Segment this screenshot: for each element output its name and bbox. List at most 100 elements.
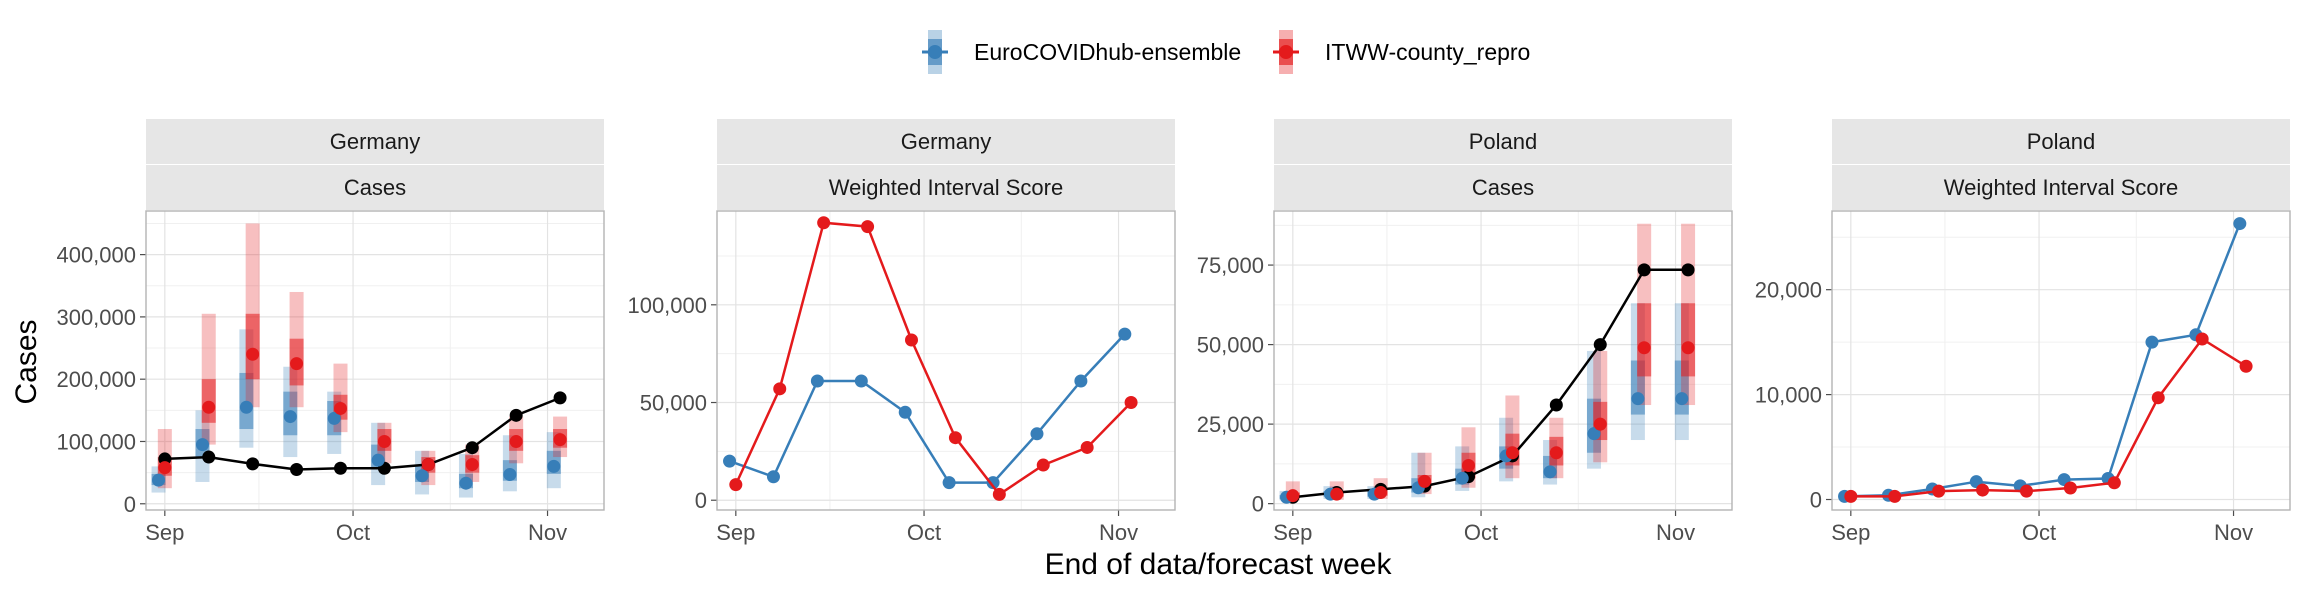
score-line <box>729 333 1126 484</box>
x-axis-label: End of data/forecast week <box>1045 548 1393 581</box>
y-tick-label: 10,000 <box>1755 383 1822 408</box>
observed-point <box>1549 398 1563 412</box>
forecast-median-point <box>553 433 567 447</box>
forecast-median-point <box>1593 417 1607 431</box>
interval-50 <box>1681 303 1696 377</box>
strip-background <box>1274 165 1732 210</box>
strip-background <box>146 165 604 210</box>
forecast-median-point <box>333 401 347 415</box>
x-tick-label: Nov <box>1099 520 1138 545</box>
x-tick-label: Sep <box>145 520 184 545</box>
forecast-median-point <box>1418 474 1432 488</box>
forecast-median-point <box>152 473 166 487</box>
forecast-median-point <box>377 434 391 448</box>
forecast-median-point <box>465 458 479 472</box>
x-tick-label: Oct <box>336 520 370 545</box>
y-tick-label: 0 <box>1252 492 1264 517</box>
forecast-median-point <box>1455 471 1469 485</box>
score-point <box>1030 427 1044 441</box>
observed-line <box>1292 268 1689 499</box>
panel-border <box>145 210 605 511</box>
forecast-median-point <box>158 461 172 475</box>
panel-border <box>1831 210 2291 511</box>
forecast-median-point <box>1587 427 1601 441</box>
y-tick-label: 50,000 <box>640 391 707 416</box>
legend-label: ITWW-county_repro <box>1325 39 1530 65</box>
score-point <box>904 333 918 347</box>
score-point <box>723 454 737 468</box>
y-tick-label: 0 <box>124 492 136 517</box>
score-point <box>817 216 831 230</box>
forecast-median-point <box>503 467 517 481</box>
y-tick-label: 50,000 <box>1197 333 1264 358</box>
legend-item: EuroCOVIDhub-ensemble <box>922 30 1241 74</box>
observed-point <box>333 461 347 475</box>
score-point <box>2151 391 2165 405</box>
x-tick-label: Sep <box>1273 520 1312 545</box>
score-point <box>766 470 780 484</box>
forecast-median-point <box>1374 486 1388 500</box>
score-point <box>1976 483 1990 497</box>
strip-label: Cases <box>1472 175 1534 200</box>
legend-item: ITWW-county_repro <box>1273 30 1530 74</box>
strip-label: Germany <box>330 129 420 154</box>
y-tick-label: 0 <box>695 488 707 513</box>
score-point <box>1844 489 1858 503</box>
observed-point <box>246 457 260 471</box>
strip-label: Cases <box>344 175 406 200</box>
score-point <box>2107 476 2121 490</box>
y-tick-label: 200,000 <box>56 367 136 392</box>
score-line <box>1850 337 2247 498</box>
score-point <box>2195 332 2209 346</box>
forecast-median-point <box>290 357 304 371</box>
forecast-median-point <box>1549 446 1563 460</box>
panel-germany-cases: Germany Cases 0 100,000 200,000 300,000 400,00… <box>56 119 605 545</box>
forecast-median-point <box>421 458 435 472</box>
score-point <box>1124 396 1138 410</box>
data-layer <box>1279 223 1696 504</box>
score-point <box>810 374 824 388</box>
x-tick-label: Nov <box>1656 520 1695 545</box>
y-tick-label: 300,000 <box>56 305 136 330</box>
x-tick-label: Oct <box>907 520 941 545</box>
score-point <box>2063 481 2077 495</box>
score-point <box>898 405 912 419</box>
observed-point <box>202 450 216 464</box>
y-tick-label: 75,000 <box>1197 253 1264 278</box>
forecast-median-point <box>371 453 385 467</box>
strip-background <box>1274 119 1732 164</box>
score-point <box>2239 359 2253 373</box>
score-point <box>1888 489 1902 503</box>
score-point <box>729 478 743 492</box>
legend-label: EuroCOVIDhub-ensemble <box>974 39 1241 65</box>
interval-50 <box>245 313 260 380</box>
strip-background <box>717 165 1175 210</box>
score-point <box>992 487 1006 501</box>
strip-background <box>146 119 604 164</box>
data-layer <box>723 216 1138 501</box>
strip-label: Germany <box>901 129 991 154</box>
legend-point <box>928 45 942 59</box>
x-tick-label: Nov <box>2214 520 2253 545</box>
forecast-median-point <box>283 410 297 424</box>
legend: EuroCOVIDhub-ensemble ITWW-county_repro <box>922 30 1530 74</box>
forecast-median-point <box>459 476 473 490</box>
strip-label: Poland <box>2027 129 2096 154</box>
forecast-median-point <box>202 400 216 414</box>
legend-point <box>1279 45 1293 59</box>
score-point <box>1080 440 1094 454</box>
x-tick-label: Sep <box>1831 520 1870 545</box>
score-line <box>1844 223 2241 498</box>
score-point <box>942 476 956 490</box>
panel-germany-weighted-interval-score: Germany Weighted Interval Score 0 50,000 100… <box>627 119 1176 545</box>
panels: Germany Cases 0 100,000 200,000 300,000 400,00… <box>56 119 2291 545</box>
forecast-median-point <box>246 347 260 361</box>
y-tick-label: 20,000 <box>1755 278 1822 303</box>
observed-point <box>465 441 479 455</box>
interval-50 <box>1637 303 1652 377</box>
forecast-median-point <box>547 459 561 473</box>
strip-background <box>1832 165 2290 210</box>
score-point <box>2233 217 2247 231</box>
x-tick-label: Oct <box>2022 520 2056 545</box>
forecast-median-point <box>1681 341 1695 355</box>
